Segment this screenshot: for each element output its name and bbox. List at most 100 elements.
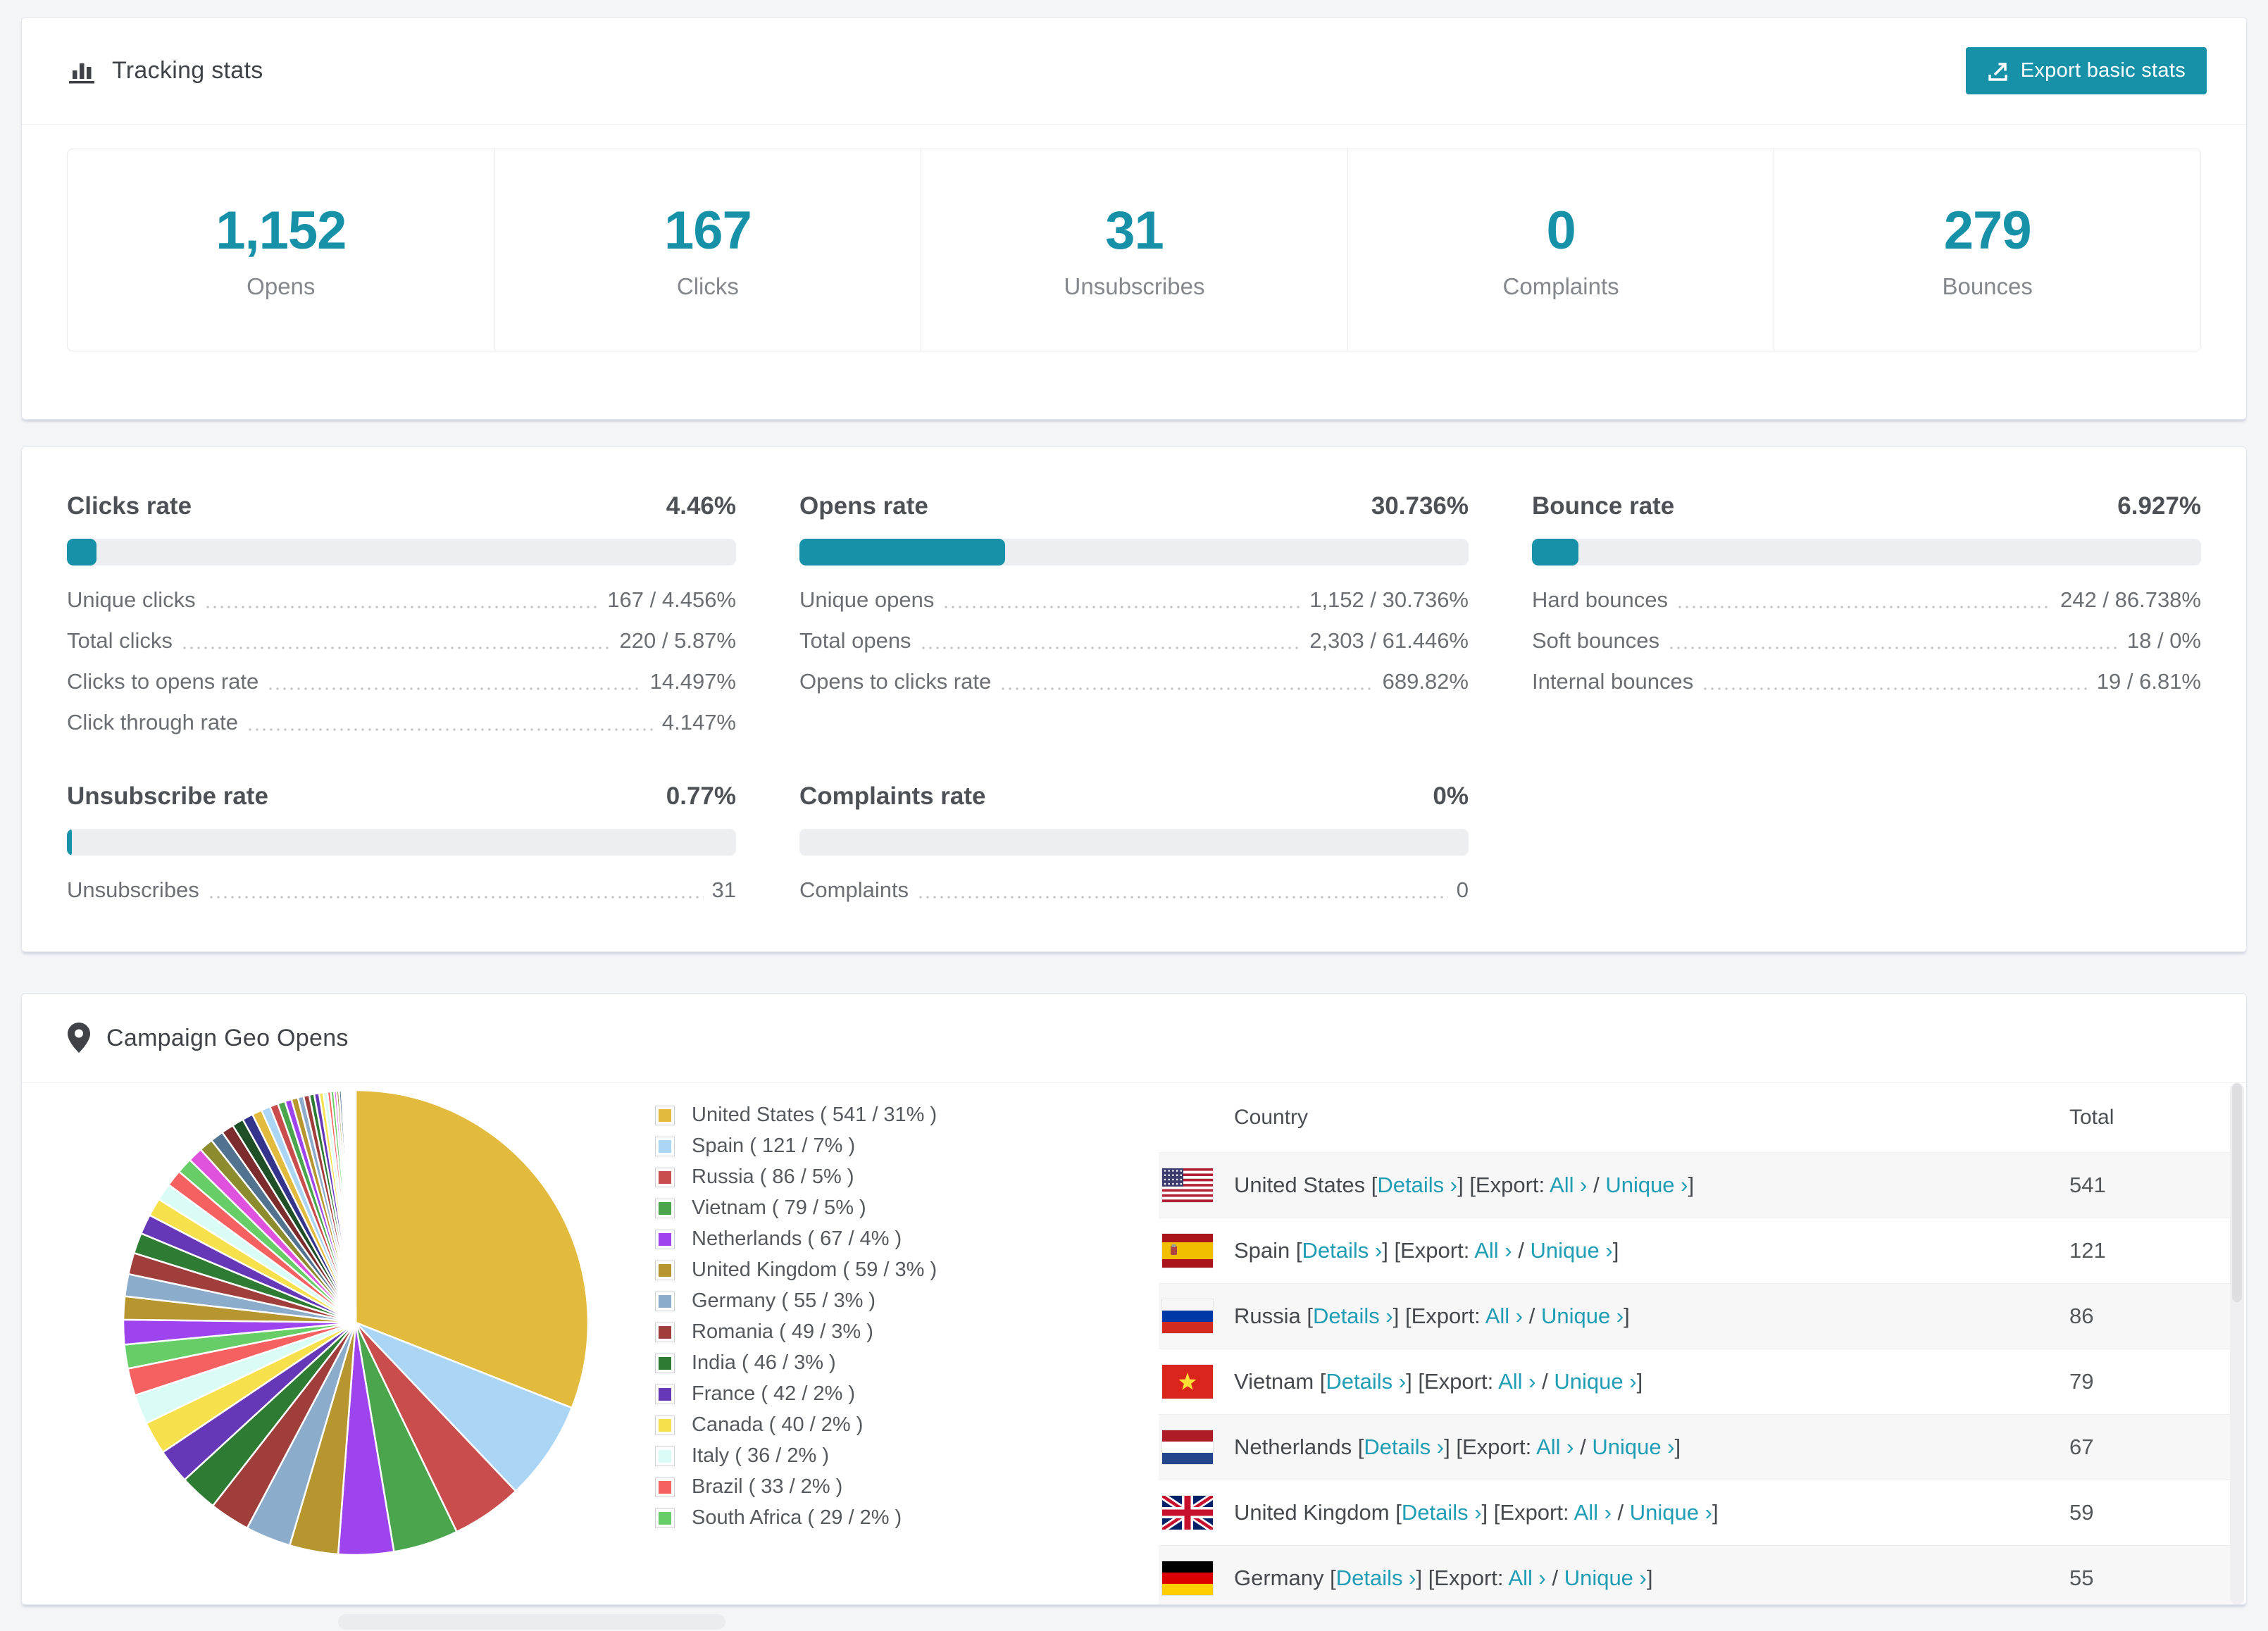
- export-unique-link[interactable]: Unique ›: [1592, 1435, 1675, 1459]
- export-basic-stats-label: Export basic stats: [2020, 59, 2186, 82]
- rate-stat-label: Total opens: [799, 628, 911, 653]
- rate-stat-row: Hard bounces 242 / 86.738%: [1532, 588, 2201, 612]
- flag-nl-icon: [1161, 1430, 1214, 1465]
- rate-block: Bounce rate 6.927% Hard bounces 242 / 86.73…: [1532, 492, 2201, 735]
- rate-stat-row: Opens to clicks rate 689.82%: [799, 670, 1469, 694]
- rate-stat-value: 19 / 6.81%: [2096, 669, 2201, 694]
- country-name: Russia: [1234, 1304, 1301, 1328]
- country-name: United Kingdom: [1234, 1500, 1390, 1525]
- flag-vn-icon: [1161, 1364, 1214, 1399]
- stat-label: Unsubscribes: [1064, 273, 1205, 299]
- table-scrollbar-thumb[interactable]: [2232, 1083, 2242, 1302]
- export-all-link[interactable]: All ›: [1536, 1435, 1574, 1459]
- export-all-link[interactable]: All ›: [1574, 1500, 1612, 1525]
- dotted-leader: [942, 605, 1302, 609]
- rate-stat-value: 31: [711, 877, 736, 902]
- rate-block: Clicks rate 4.46% Unique clicks 167 / 4.456…: [67, 492, 736, 735]
- campaign-overview-page: Tracking stats Export basic stats 1,152 O…: [0, 17, 2268, 1630]
- export-unique-link[interactable]: Unique ›: [1629, 1500, 1712, 1525]
- export-prefix: [Export:: [1428, 1566, 1504, 1590]
- export-unique-link[interactable]: Unique ›: [1530, 1238, 1613, 1263]
- geo-opens-header: Campaign Geo Opens: [22, 994, 2246, 1083]
- export-basic-stats-button[interactable]: Export basic stats: [1965, 47, 2207, 94]
- country-total: 67: [2069, 1435, 2094, 1459]
- legend-item: Russia ( 86 / 5% ): [655, 1166, 937, 1189]
- tracking-stats-header: Tracking stats Export basic stats: [22, 18, 2246, 125]
- legend-label: India ( 46 / 3% ): [692, 1351, 836, 1374]
- details-link[interactable]: Details ›: [1377, 1173, 1458, 1197]
- rate-stat-value: 1,152 / 30.736%: [1309, 587, 1469, 612]
- table-scrollbar[interactable]: [2230, 1083, 2244, 1604]
- legend-item: Netherlands ( 67 / 4% ): [655, 1227, 937, 1251]
- stat-cell: 1,152 Opens: [68, 149, 494, 351]
- details-link[interactable]: Details ›: [1401, 1500, 1482, 1525]
- pie-slice-spain[interactable]: [354, 1321, 573, 1492]
- export-all-link[interactable]: All ›: [1508, 1566, 1546, 1590]
- legend-swatch: [655, 1105, 675, 1125]
- rate-stat-label: Opens to clicks rate: [799, 669, 992, 694]
- export-prefix: [Export:: [1469, 1173, 1545, 1197]
- stat-value: 1,152: [216, 201, 347, 261]
- legend-swatch: [655, 1167, 675, 1187]
- table-row-nl: Netherlands [Details ›] [Export: All › /…: [1159, 1414, 2244, 1480]
- stat-cell: 279 Bounces: [1774, 149, 2200, 351]
- rate-stat-value: 220 / 5.87%: [619, 628, 736, 653]
- rate-stat-label: Internal bounces: [1532, 669, 1694, 694]
- rate-stat-label: Clicks to opens rate: [67, 669, 259, 694]
- tracking-stats-title: Tracking stats: [67, 57, 263, 85]
- legend-swatch: [655, 1198, 675, 1218]
- country-cell: Germany [Details ›] [Export: All › / Uni…: [1234, 1566, 1653, 1590]
- table-row-de: Germany [Details ›] [Export: All › / Uni…: [1159, 1545, 2244, 1604]
- bar-chart-icon: [69, 63, 94, 83]
- rate-head: Unsubscribe rate 0.77%: [67, 782, 736, 811]
- rate-progress-fill: [1532, 539, 1578, 565]
- geo-opens-title: Campaign Geo Opens: [67, 1022, 349, 1054]
- dotted-leader: [180, 646, 611, 650]
- legend-label: South Africa ( 29 / 2% ): [692, 1506, 902, 1529]
- details-link[interactable]: Details ›: [1326, 1369, 1407, 1394]
- country-cell: Russia [Details ›] [Export: All › / Uniq…: [1234, 1304, 1630, 1328]
- country-total: 121: [2069, 1238, 2106, 1263]
- export-unique-link[interactable]: Unique ›: [1554, 1369, 1637, 1394]
- rate-stat-row: Complaints 0: [799, 878, 1469, 902]
- pie-slice[interactable]: [354, 1089, 357, 1324]
- details-link[interactable]: Details ›: [1302, 1238, 1383, 1263]
- dotted-leader: [1702, 687, 2088, 691]
- legend-label: United States ( 541 / 31% ): [692, 1104, 937, 1126]
- country-name: Netherlands: [1234, 1435, 1352, 1459]
- rate-stat-label: Soft bounces: [1532, 628, 1659, 653]
- export-unique-link[interactable]: Unique ›: [1540, 1304, 1624, 1328]
- export-all-link[interactable]: All ›: [1498, 1369, 1536, 1394]
- legend-item: United Kingdom ( 59 / 3% ): [655, 1258, 937, 1282]
- details-link[interactable]: Details ›: [1364, 1435, 1445, 1459]
- stats-summary-strip: 1,152 Opens 167 Clicks 31 Unsubscribes 0 Compla…: [67, 149, 2201, 351]
- details-link[interactable]: Details ›: [1313, 1304, 1393, 1328]
- rate-stat-row: Internal bounces 19 / 6.81%: [1532, 670, 2201, 694]
- flag-es-icon: [1161, 1233, 1214, 1268]
- geo-opens-title-text: Campaign Geo Opens: [106, 1024, 349, 1051]
- rate-value: 6.927%: [2117, 492, 2201, 520]
- export-all-link[interactable]: All ›: [1550, 1173, 1588, 1197]
- stat-cell: 31 Unsubscribes: [921, 149, 1347, 351]
- export-icon: [1988, 62, 2007, 81]
- export-unique-link[interactable]: Unique ›: [1564, 1566, 1647, 1590]
- tracking-stats-title-text: Tracking stats: [112, 57, 263, 84]
- legend-item: South Africa ( 29 / 2% ): [655, 1506, 937, 1530]
- geo-pie-chart: [122, 1089, 590, 1556]
- stat-value: 279: [1943, 201, 2032, 261]
- rate-stat-label: Hard bounces: [1532, 587, 1669, 612]
- export-all-link[interactable]: All ›: [1485, 1304, 1524, 1328]
- legend-label: Germany ( 55 / 3% ): [692, 1289, 876, 1312]
- export-prefix: [Export:: [1418, 1369, 1494, 1394]
- rate-stat-value: 18 / 0%: [2126, 628, 2201, 653]
- details-link[interactable]: Details ›: [1335, 1566, 1416, 1590]
- country-total: 59: [2069, 1500, 2094, 1525]
- rate-stat-label: Unique clicks: [67, 587, 196, 612]
- export-unique-link[interactable]: Unique ›: [1605, 1173, 1688, 1197]
- pie-slice-united-states[interactable]: [354, 1089, 590, 1409]
- export-all-link[interactable]: All ›: [1474, 1238, 1512, 1263]
- dotted-leader: [1676, 605, 2052, 609]
- tracking-stats-card: Tracking stats Export basic stats 1,152 O…: [21, 17, 2247, 420]
- legend-swatch: [655, 1384, 675, 1404]
- rate-title: Complaints rate: [799, 782, 986, 810]
